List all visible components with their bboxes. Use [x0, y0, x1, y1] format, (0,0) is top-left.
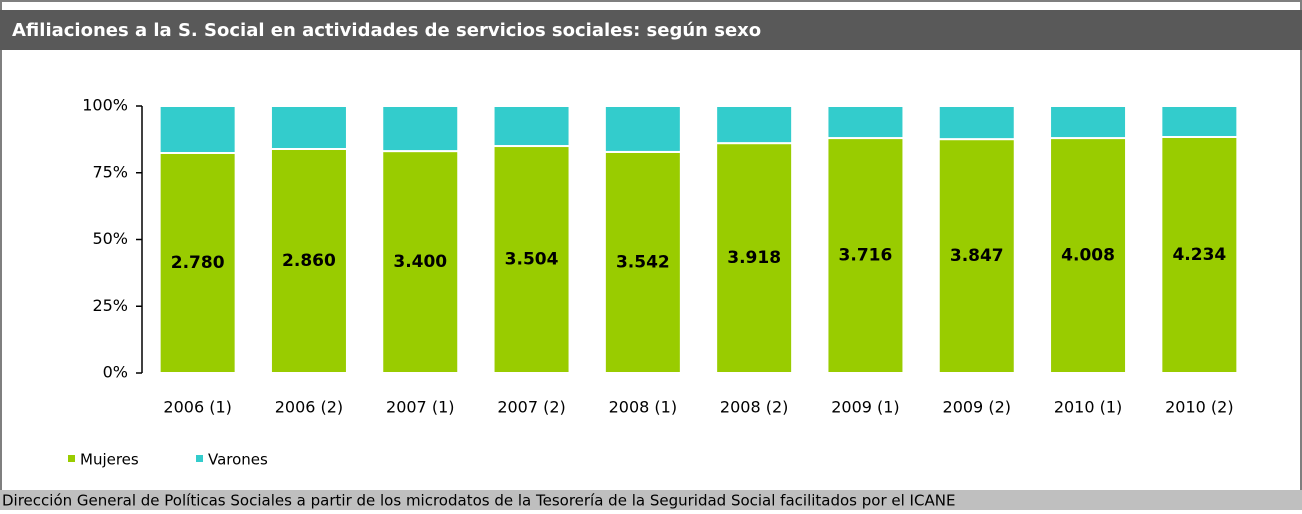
- chart-title: Afiliaciones a la S. Social en actividad…: [12, 20, 761, 41]
- bar-segment: [269, 147, 348, 374]
- data-label: 4.234: [1172, 245, 1226, 265]
- bar-segment: [492, 145, 571, 374]
- bar-segment: [158, 105, 237, 155]
- y-tick-label: 25%: [92, 296, 128, 315]
- data-label: 3.918: [727, 248, 781, 268]
- bar-segment: [603, 150, 682, 374]
- bar-segment: [158, 152, 237, 374]
- bar-segment: [937, 138, 1016, 374]
- bar-segment: [1160, 105, 1239, 138]
- x-tick-label: 2006 (2): [275, 398, 343, 417]
- source-bar: [0, 490, 1302, 510]
- bar-segment: [715, 142, 794, 374]
- bar-segment: [1049, 137, 1128, 374]
- x-tick-label: 2007 (1): [386, 398, 454, 417]
- legend-swatch: [68, 455, 75, 462]
- bar-segment: [603, 105, 682, 153]
- bar-segment: [381, 150, 460, 374]
- title-bar: [0, 10, 1302, 50]
- data-label: 3.716: [839, 246, 893, 266]
- legend-label: Varones: [208, 451, 268, 469]
- y-tick-label: 75%: [92, 162, 128, 181]
- bar-segment: [381, 105, 460, 153]
- y-tick-label: 100%: [82, 96, 128, 115]
- legend-swatch: [196, 455, 203, 462]
- y-tick-label: 50%: [92, 229, 128, 248]
- x-tick-label: 2009 (2): [943, 398, 1011, 417]
- bar-segment: [1160, 135, 1239, 374]
- x-tick-label: 2007 (2): [497, 398, 565, 417]
- source: Dirección General de Políticas Sociales …: [2, 492, 955, 510]
- bar-segment: [715, 105, 794, 145]
- x-tick-label: 2009 (1): [831, 398, 899, 417]
- data-label: 3.504: [505, 250, 559, 270]
- x-tick-label: 2008 (2): [720, 398, 788, 417]
- data-label: 4.008: [1061, 246, 1115, 266]
- data-label: 2.780: [171, 253, 225, 273]
- data-label: 3.542: [616, 252, 670, 272]
- bar-segment: [492, 105, 571, 148]
- bar-segment: [937, 105, 1016, 141]
- x-tick-label: 2008 (1): [609, 398, 677, 417]
- x-tick-label: 2010 (1): [1054, 398, 1122, 417]
- bar-segment: [269, 105, 348, 150]
- y-tick-label: 0%: [103, 363, 128, 382]
- data-label: 3.400: [393, 252, 447, 272]
- bar-segment: [826, 105, 905, 140]
- data-label: 3.847: [950, 246, 1004, 266]
- data-label: 2.860: [282, 251, 336, 271]
- x-tick-label: 2010 (2): [1165, 398, 1233, 417]
- legend-label: Mujeres: [80, 451, 139, 469]
- bar-segment: [1049, 105, 1128, 140]
- x-tick-label: 2006 (1): [163, 398, 231, 417]
